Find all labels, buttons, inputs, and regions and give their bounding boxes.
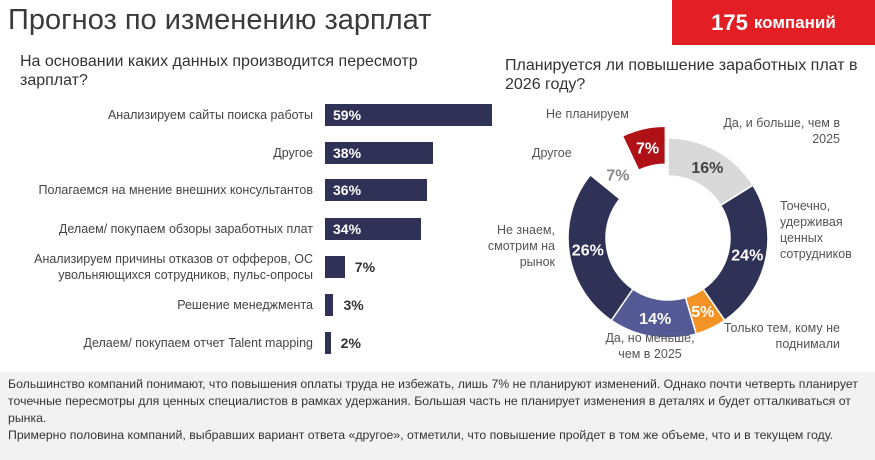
donut-category-label: Точечно, удерживая ценных сотрудников [780,199,852,261]
bar-value-label: 2% [340,335,361,351]
donut-slice [621,125,667,172]
bar-category-label: Анализируем сайты поиска работы [107,108,313,122]
footer-note: Большинство компаний понимают, что повыш… [0,372,875,460]
footer-paragraph-2: Примерно половина компаний, выбравших ва… [8,428,834,442]
donut-category-label: Не знаем, смотрим на рынок [487,223,555,269]
bar [325,142,433,164]
donut-value-label: 14% [639,311,671,328]
donut-category-label: Да, но меньше, чем в 2025 [605,331,695,361]
bar-category-label: Решение менеджмента [177,298,313,312]
bar-category-label: Полагаемся на мнение внешних консультант… [38,183,313,197]
bar-value-label: 3% [343,297,364,313]
bar-category-label: Анализируем причины отказов от офферов, … [34,252,313,282]
donut-value-label: 26% [572,243,604,260]
bar-value-label: 7% [354,259,376,275]
bar-value-label: 36% [333,182,362,198]
donut-slice [567,173,634,322]
bar [325,294,334,316]
bar [325,332,331,354]
companies-badge: 175 компаний [672,0,875,45]
bar-category-label: Делаем/ покупаем обзоры заработных плат [58,222,313,236]
bar-value-label: 34% [333,221,362,237]
donut-value-label: 7% [606,167,629,184]
badge-text: компаний [753,12,836,32]
bar-category-label: Другое [273,146,313,160]
bar-value-label: 59% [333,107,362,123]
donut-value-label: 7% [636,140,659,157]
badge-number: 175 [711,9,748,35]
bar-value-label: 38% [333,145,362,161]
donut-category-label: Не планируем [546,107,629,121]
donut-value-label: 24% [731,248,763,265]
donut-value-label: 16% [691,160,723,177]
donut-chart-title: Планируется ли повышение заработных плат… [505,57,858,93]
page-title: Прогноз по изменению зарплат [8,4,432,36]
bar [325,256,345,278]
donut-category-label: Только тем, кому не поднимали [723,321,840,351]
bar-category-label: Делаем/ покупаем отчет Talent mapping [83,336,314,350]
donut-value-label: 5% [691,304,714,321]
donut-category-label: Другое [532,146,572,160]
bar [325,179,427,201]
footer-paragraph-1: Большинство компаний понимают, что повыш… [8,377,858,425]
bar-chart-title: На основании каких данных производится п… [20,53,418,89]
bar [325,104,492,126]
donut-category-label: Да, и больше, чем в 2025 [723,116,840,146]
bar [325,218,422,240]
